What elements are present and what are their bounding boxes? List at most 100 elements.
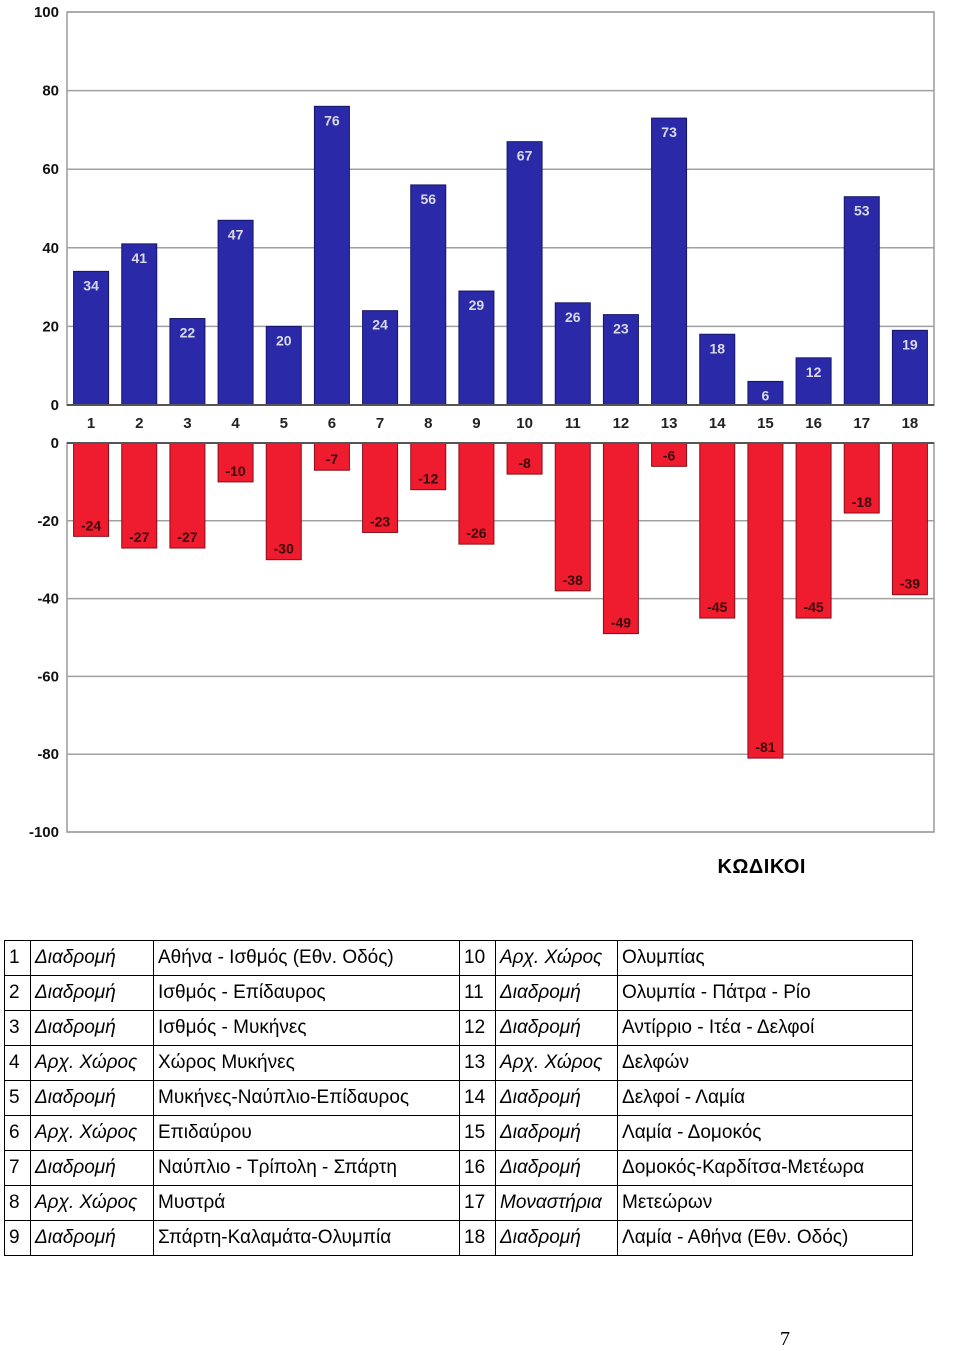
top-bar-value-label: 20: [276, 332, 292, 348]
bottom-bar: [891, 442, 928, 596]
top-bar: [265, 325, 302, 406]
bottom-bar-value-label: -38: [563, 572, 583, 588]
code-number: 18: [459, 1220, 496, 1256]
code-type: Αρχ. Χώρος: [30, 1115, 154, 1151]
top-bar: [699, 333, 736, 406]
code-description: Μυστρά: [153, 1185, 460, 1221]
top-y-tick-label: 40: [42, 240, 59, 257]
top-y-tick-label: 60: [42, 161, 59, 178]
bottom-bar: [843, 442, 880, 514]
code-number: 7: [4, 1150, 31, 1186]
x-category-label: 16: [805, 415, 822, 432]
code-type: Διαδρομή: [30, 975, 154, 1011]
bottom-bar-value-label: -30: [274, 541, 294, 557]
top-bar-value-label: 47: [228, 226, 244, 242]
bottom-y-tick-label: -100: [29, 824, 59, 841]
code-type: Διαδρομή: [495, 1150, 618, 1186]
top-y-tick-label: 80: [42, 83, 59, 100]
code-number: 14: [459, 1080, 496, 1116]
top-bar: [651, 117, 688, 406]
x-category-label: 13: [661, 415, 678, 432]
top-plot-area: [66, 11, 935, 406]
legend-row: 7 Διαδρομή Ναύπλιο - Τρίπολη - Σπάρτη 16 Δια…: [4, 1150, 913, 1186]
code-number: 9: [4, 1220, 31, 1256]
code-description: Λαμία - Αθήνα (Εθν. Οδός): [617, 1220, 913, 1256]
bottom-bar-value-label: -45: [707, 599, 727, 615]
top-bar: [602, 314, 639, 406]
bottom-bar: [265, 442, 302, 561]
code-type: Αρχ. Χώρος: [30, 1185, 154, 1221]
code-number: 11: [459, 975, 496, 1011]
top-bar: [121, 243, 158, 406]
top-bar-value-label: 22: [180, 325, 196, 341]
top-bar-value-label: 41: [131, 250, 147, 266]
bottom-y-tick-label: -20: [37, 513, 59, 530]
top-bar: [458, 290, 495, 406]
bottom-bar-value-label: -6: [663, 447, 676, 463]
x-category-label: 5: [280, 415, 288, 432]
code-type: Διαδρομή: [495, 1010, 618, 1046]
code-description: Λαμία - Δομοκός: [617, 1115, 913, 1151]
x-category-label: 14: [709, 415, 726, 432]
code-type: Διαδρομή: [30, 940, 154, 976]
top-bar-value-label: 67: [517, 148, 533, 164]
bottom-bar-value-label: -12: [418, 471, 438, 487]
bottom-bar: [795, 442, 832, 619]
code-number: 4: [4, 1045, 31, 1081]
bottom-bar-value-label: -10: [225, 463, 245, 479]
codes-legend-table: 1 Διαδρομή Αθήνα - Ισθμός (Εθν. Οδός) 10 Αρχ…: [4, 940, 913, 1256]
top-bar-value-label: 29: [469, 297, 485, 313]
bottom-bar: [554, 442, 591, 592]
x-category-label: 4: [231, 415, 240, 432]
top-bar-value-label: 34: [83, 277, 99, 293]
code-number: 2: [4, 975, 31, 1011]
top-y-tick-label: 20: [42, 318, 59, 335]
bottom-bar: [169, 442, 206, 549]
bottom-bar-value-label: -7: [326, 451, 339, 467]
code-type: Διαδρομή: [495, 975, 618, 1011]
code-type: Διαδρομή: [30, 1220, 154, 1256]
top-bar: [362, 310, 399, 406]
code-type: Αρχ. Χώρος: [30, 1045, 154, 1081]
top-y-tick-label: 100: [34, 4, 59, 21]
top-bar: [313, 105, 350, 406]
code-number: 12: [459, 1010, 496, 1046]
top-bar-value-label: 12: [806, 364, 822, 380]
legend-row: 6 Αρχ. Χώρος Επιδαύρου 15 Διαδρομή Λαμία - Δο…: [4, 1115, 913, 1151]
code-number: 17: [459, 1185, 496, 1221]
bottom-bar-value-label: -39: [900, 576, 920, 592]
code-number: 10: [459, 940, 496, 976]
top-bar: [169, 318, 206, 406]
legend-row: 4 Αρχ. Χώρος Χώρος Μυκήνες 13 Αρχ. Χώρος Δελφ…: [4, 1045, 913, 1081]
x-category-label: 18: [902, 415, 919, 432]
x-category-label: 2: [135, 415, 143, 432]
top-bar: [554, 302, 591, 406]
code-description: Δελφών: [617, 1045, 913, 1081]
code-number: 13: [459, 1045, 496, 1081]
bottom-bar-value-label: -8: [518, 455, 531, 471]
legend-row: 9 Διαδρομή Σπάρτη-Καλαμάτα-Ολυμπία 18 Διαδρο…: [4, 1220, 913, 1256]
x-category-label: 11: [565, 415, 581, 432]
top-bar: [891, 329, 928, 406]
top-bar-value-label: 24: [372, 317, 388, 333]
code-description: Ολυμπίας: [617, 940, 913, 976]
code-type: Διαδρομή: [30, 1010, 154, 1046]
top-bar-value-label: 26: [565, 309, 581, 325]
bottom-bar: [313, 442, 350, 471]
code-description: Δελφοί - Λαμία: [617, 1080, 913, 1116]
bottom-bar-value-label: -26: [466, 525, 486, 541]
x-category-label: 6: [328, 415, 336, 432]
code-number: 1: [4, 940, 31, 976]
code-description: Ολυμπία - Πάτρα - Ρίο: [617, 975, 913, 1011]
code-type: Διαδρομή: [495, 1115, 618, 1151]
bottom-y-tick-label: -60: [37, 668, 59, 685]
code-type: Μοναστήρια: [495, 1185, 618, 1221]
bottom-bar-value-label: -45: [803, 599, 823, 615]
x-category-label: 9: [472, 415, 480, 432]
code-number: 5: [4, 1080, 31, 1116]
code-description: Αθήνα - Ισθμός (Εθν. Οδός): [153, 940, 460, 976]
top-bar: [217, 219, 254, 406]
legend-row: 5 Διαδρομή Μυκήνες-Ναύπλιο-Επίδαυρος 14 Διαδ…: [4, 1080, 913, 1116]
bar-charts: 0204060801003441224720762456296726237318…: [29, 4, 935, 841]
code-description: Επιδαύρου: [153, 1115, 460, 1151]
